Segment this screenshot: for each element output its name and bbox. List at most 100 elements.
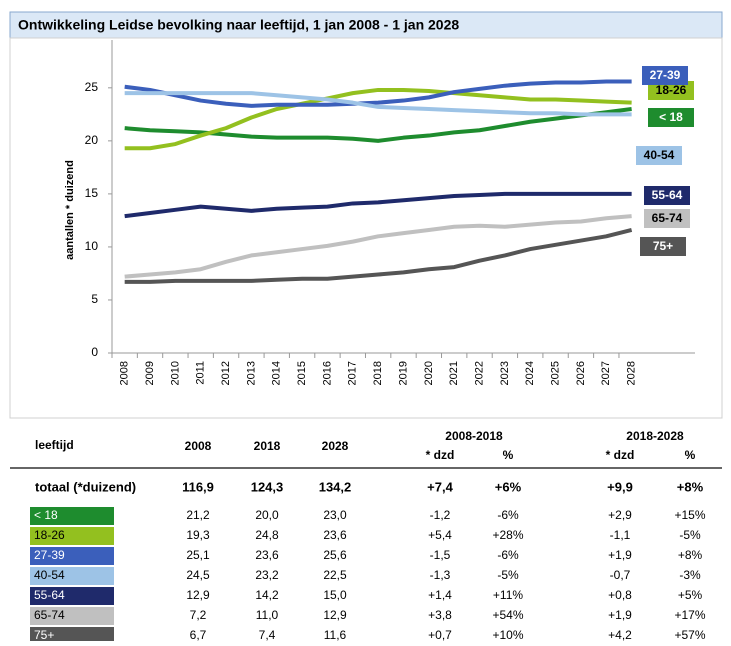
table-cell: 23,0 bbox=[323, 508, 347, 522]
table-cell: -1,1 bbox=[610, 528, 631, 542]
table-cell: +1,9 bbox=[608, 608, 632, 622]
table-subheader: * dzd bbox=[606, 448, 635, 462]
series-tag: 65-74 bbox=[652, 211, 683, 225]
x-tick-label: 2018 bbox=[372, 361, 384, 385]
table-total-cell: 116,9 bbox=[182, 479, 214, 494]
table-cell: -0,7 bbox=[610, 568, 631, 582]
table-cell: +15% bbox=[674, 508, 705, 522]
x-tick-label: 2028 bbox=[626, 361, 638, 385]
y-tick-label: 25 bbox=[85, 80, 99, 94]
x-tick-label: 2023 bbox=[499, 361, 511, 385]
table-cell: 11,6 bbox=[324, 628, 347, 641]
y-tick-label: 20 bbox=[85, 133, 99, 147]
table-cell: 25,6 bbox=[323, 548, 347, 562]
table-cell: 11,0 bbox=[256, 608, 279, 622]
table-header: 2018 bbox=[254, 439, 281, 453]
table-cell: +11% bbox=[493, 588, 523, 602]
series-tag-box bbox=[644, 209, 690, 228]
series-tag-box bbox=[642, 66, 688, 85]
x-tick-label: 2017 bbox=[347, 361, 359, 385]
table-cell: +0,7 bbox=[428, 628, 452, 641]
table-total-cell: +9,9 bbox=[607, 479, 633, 494]
x-tick-label: 2014 bbox=[271, 361, 283, 385]
table-total-cell: 124,3 bbox=[251, 479, 284, 494]
x-tick-label: 2021 bbox=[448, 361, 460, 385]
table-header: 2008 bbox=[185, 439, 212, 453]
chart-title: Ontwikkeling Leidse bevolking naar leeft… bbox=[18, 17, 459, 33]
table-cell: -1,3 bbox=[430, 568, 451, 582]
x-tick-label: 2012 bbox=[220, 361, 232, 385]
x-tick-label: 2016 bbox=[321, 361, 333, 385]
series-line bbox=[124, 91, 632, 117]
table-cell: -6% bbox=[497, 508, 519, 522]
series-tag: 27-39 bbox=[650, 68, 681, 82]
table-cell: +10% bbox=[492, 628, 523, 641]
table-label-box bbox=[30, 547, 114, 565]
series-tag: < 18 bbox=[659, 110, 683, 124]
table-total-cell: totaal (*duizend) bbox=[35, 479, 136, 494]
x-tick-label: 2015 bbox=[296, 361, 308, 385]
table-label: 27-39 bbox=[34, 548, 65, 562]
series-line bbox=[124, 228, 633, 284]
table-header: 2018-2028 bbox=[626, 429, 684, 443]
table-subheader: % bbox=[503, 448, 514, 462]
table-subheader: * dzd bbox=[426, 448, 455, 462]
table-total-cell: +7,4 bbox=[427, 479, 453, 494]
table-label-box bbox=[30, 527, 114, 545]
table-cell: -6% bbox=[497, 548, 519, 562]
x-tick-label: 2022 bbox=[473, 361, 485, 385]
table-cell: 20,0 bbox=[255, 508, 279, 522]
y-tick-label: 5 bbox=[91, 292, 98, 306]
table-header: 2028 bbox=[322, 439, 349, 453]
x-tick-label: 2013 bbox=[245, 361, 257, 385]
table-cell: -3% bbox=[679, 568, 701, 582]
table-cell: -5% bbox=[497, 568, 519, 582]
table-cell: +1,9 bbox=[608, 548, 632, 562]
table-cell: 23,6 bbox=[255, 548, 279, 562]
table-cell: +0,8 bbox=[608, 588, 632, 602]
series-line bbox=[124, 214, 632, 279]
table-cell: 21,2 bbox=[186, 508, 210, 522]
table-cell: +54% bbox=[492, 608, 523, 622]
table-header: leeftijd bbox=[35, 438, 74, 452]
table-label-box bbox=[30, 607, 114, 625]
x-tick-label: 2024 bbox=[524, 361, 536, 385]
table-cell: 15,0 bbox=[323, 588, 347, 602]
y-tick-label: 10 bbox=[85, 239, 99, 253]
table-cell: 19,3 bbox=[186, 528, 210, 542]
title-bar bbox=[9, 11, 723, 39]
series-tag: 18-26 bbox=[656, 83, 687, 97]
table-label-box bbox=[30, 587, 114, 605]
table-label: 65-74 bbox=[34, 608, 65, 622]
table-cell: +4,2 bbox=[608, 628, 632, 641]
table-total-cell: +6% bbox=[495, 479, 522, 494]
x-tick-label: 2011 bbox=[195, 361, 207, 385]
table-cell: 6,7 bbox=[190, 628, 207, 641]
x-tick-label: 2025 bbox=[549, 361, 561, 385]
table-cell: 7,2 bbox=[190, 608, 207, 622]
table-cell: +8% bbox=[678, 548, 703, 562]
x-tick-label: 2009 bbox=[144, 361, 156, 385]
table-cell: -5% bbox=[679, 528, 701, 542]
table-cell: 7,4 bbox=[259, 628, 276, 641]
x-tick-label: 2026 bbox=[575, 361, 587, 385]
table-cell: -1,5 bbox=[430, 548, 451, 562]
series-line bbox=[124, 191, 632, 219]
table-cell: +2,9 bbox=[608, 508, 632, 522]
table-cell: +1,4 bbox=[428, 588, 452, 602]
table-subheader: % bbox=[685, 448, 696, 462]
table-cell: +3,8 bbox=[428, 608, 452, 622]
x-tick-label: 2020 bbox=[423, 361, 435, 385]
table-cell: 23,6 bbox=[323, 528, 347, 542]
table-label: 55-64 bbox=[34, 588, 65, 602]
table-cell: +17% bbox=[674, 608, 705, 622]
table-label: < 18 bbox=[34, 508, 58, 522]
table-label-box bbox=[30, 567, 114, 585]
x-tick-label: 2027 bbox=[600, 361, 612, 385]
series-tag: 55-64 bbox=[652, 188, 683, 202]
table-total-cell: +8% bbox=[677, 479, 704, 494]
x-tick-label: 2008 bbox=[119, 361, 131, 385]
table-cell: +28% bbox=[492, 528, 523, 542]
series-tag-box bbox=[636, 146, 682, 165]
series-tag: 75+ bbox=[653, 239, 673, 253]
